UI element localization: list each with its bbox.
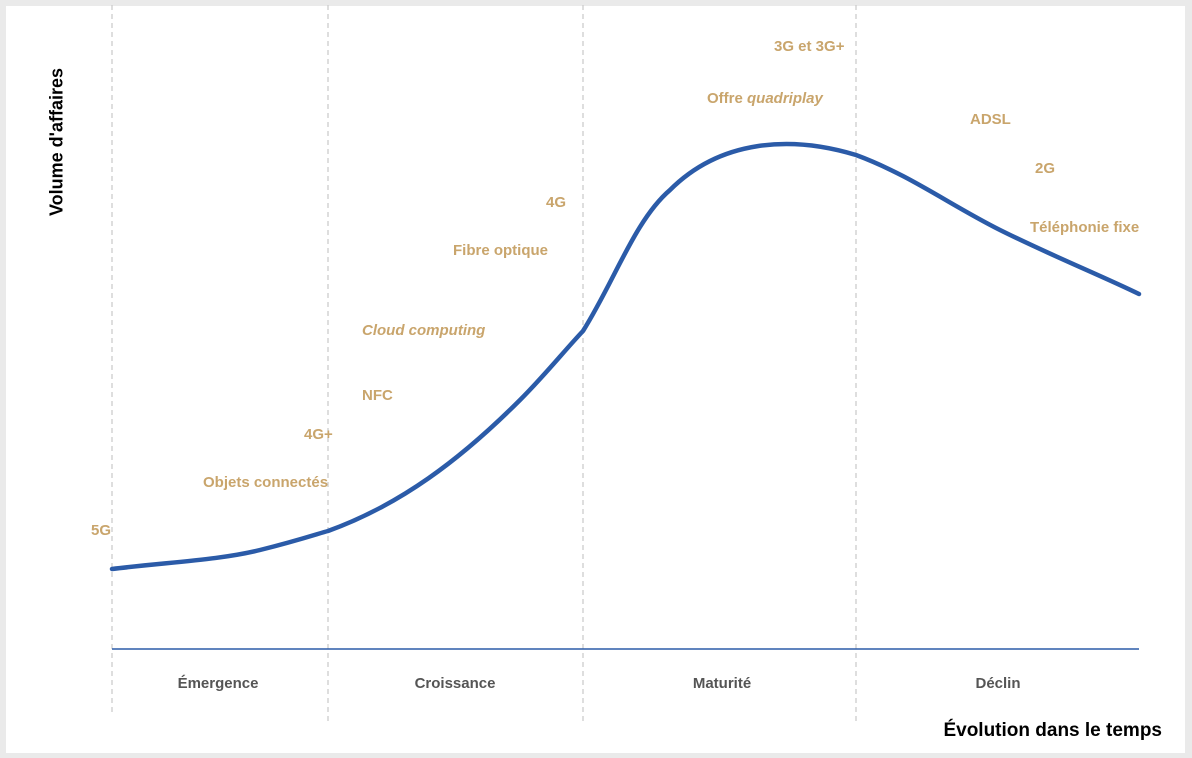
tech-label-2g: 2G [1035, 160, 1056, 177]
tech-label-3g: 3G et 3G+ [774, 38, 845, 55]
phase-label-maturite: Maturité [692, 675, 752, 692]
offre-italic: quadriplay [747, 90, 823, 107]
tech-label-fibre-optique: Fibre optique [453, 242, 548, 259]
x-axis-label: Évolution dans le temps [943, 720, 1162, 741]
tech-label-nfc: NFC [362, 387, 393, 404]
phase-label-declin: Déclin [975, 675, 1021, 692]
tech-label-cloud-computing: Cloud computing [362, 322, 486, 339]
tech-label-4g-plus: 4G+ [304, 426, 333, 443]
y-axis-label: Volume d'affaires [46, 68, 67, 216]
diagram-panel [6, 6, 1185, 753]
offre-prefix: Offre [707, 90, 748, 107]
tech-label-4g: 4G [546, 194, 567, 211]
life-cycle-curve [109, 141, 1142, 572]
phase-label-croissance: Croissance [414, 675, 496, 692]
tech-label-telephonie-fixe: Téléphonie fixe [1030, 219, 1140, 236]
phase-label-emergence: Émergence [177, 675, 259, 692]
tech-label-objets-connectes: Objets connectés [203, 474, 329, 491]
tech-label-adsl: ADSL [970, 111, 1011, 128]
tech-label-offre-quadriplay: Offre quadriplay [707, 90, 823, 107]
tech-label-5g: 5G [91, 522, 112, 539]
